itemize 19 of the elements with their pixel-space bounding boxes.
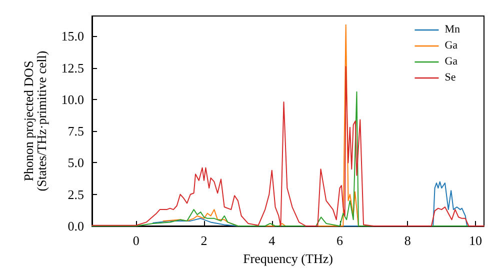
x-tick-label: 2: [200, 233, 208, 248]
x-tick-label: 4: [268, 233, 276, 248]
y-tick-label: 0.0: [68, 218, 84, 234]
y-tick-label: 15.0: [61, 28, 84, 44]
x-tick-label: 8: [404, 233, 411, 248]
y-tick-label: 2.5: [68, 186, 84, 202]
x-tick-label: 6: [336, 233, 344, 248]
x-tick-label: 10: [469, 233, 482, 248]
y-tick-label: 7.5: [68, 124, 84, 139]
legend-label: Ga: [444, 40, 458, 52]
y-tick-label: 12.5: [61, 60, 84, 76]
y-tick-label: 10.0: [61, 92, 84, 107]
legend-label: Se: [444, 72, 456, 84]
x-tick-label: 0: [132, 233, 140, 248]
y-tick-label: 5.0: [68, 155, 84, 170]
legend-label: Mn: [444, 24, 460, 36]
y-axis-title: Phonon projected DOS (States/THz·primitive cell): [21, 50, 49, 192]
legend-label: Ga: [444, 56, 458, 68]
x-axis-title: Frequency (THz): [243, 251, 333, 266]
